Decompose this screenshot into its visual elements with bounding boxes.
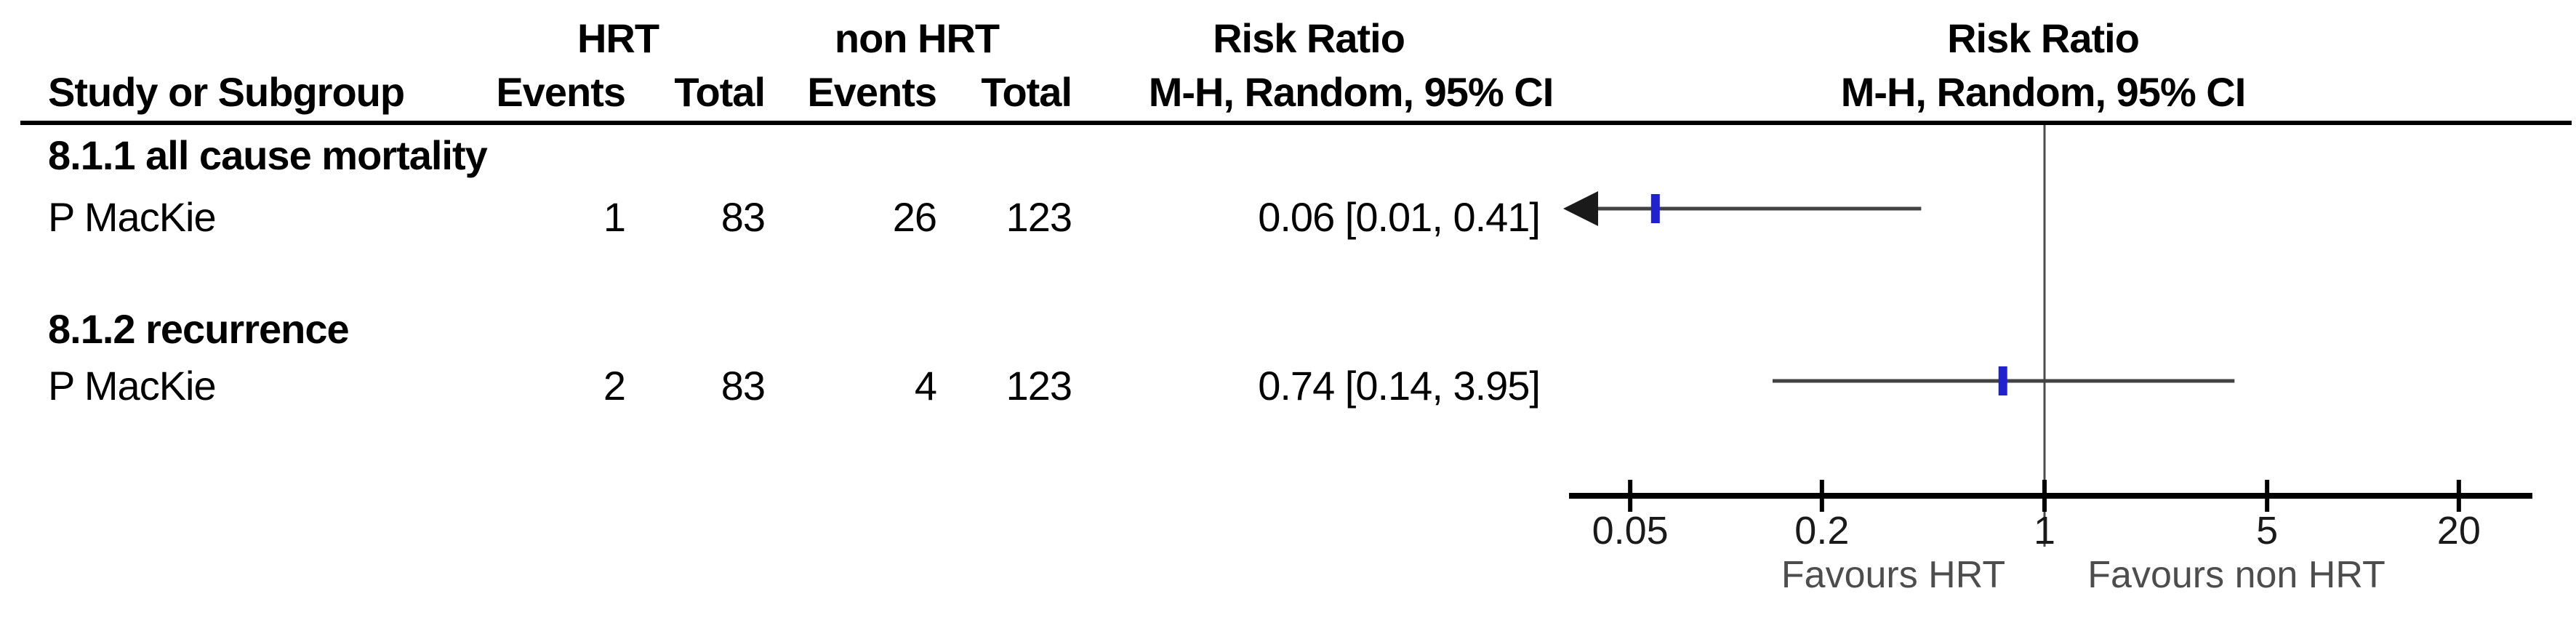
col-header-group1-total: Total (674, 69, 766, 115)
axis-tick-label: 5 (2256, 509, 2278, 552)
study-name: P MacKie (48, 363, 217, 409)
plot-header-effect-title: Risk Ratio (1947, 15, 2140, 61)
subgroup-label: 8.1.2 recurrence (48, 306, 350, 352)
plot-header-effect-method: M-H, Random, 95% CI (1840, 69, 2247, 115)
point-estimate-marker (1998, 366, 2007, 395)
axis-tick-label: 1 (2034, 509, 2055, 552)
col-header-group2-events: Events (807, 69, 937, 115)
header-rule (20, 121, 2572, 125)
axis-tick-label: 0.05 (1592, 509, 1669, 552)
col-header-group2: non HRT (834, 15, 1000, 61)
hrt-events-value: 1 (603, 194, 626, 240)
effect-estimate-text: 0.74 [0.14, 3.95] (1258, 363, 1541, 409)
favours-left-label: Favours HRT (1781, 554, 2005, 596)
hrt-events-value: 2 (603, 363, 626, 409)
col-header-effect-title: Risk Ratio (1213, 15, 1405, 61)
subgroup-label: 8.1.1 all cause mortality (48, 132, 488, 178)
hrt-total-value: 83 (721, 194, 766, 240)
col-header-effect-method: M-H, Random, 95% CI (1148, 69, 1554, 115)
nonhrt-total-value: 123 (1006, 194, 1072, 240)
hrt-total-value: 83 (721, 363, 766, 409)
axis-tick-label: 20 (2437, 509, 2481, 552)
nonhrt-total-value: 123 (1006, 363, 1072, 409)
col-header-group2-total: Total (981, 69, 1072, 115)
nonhrt-events-value: 4 (914, 363, 937, 409)
axis-tick-label: 0.2 (1794, 509, 1849, 552)
point-estimate-marker (1650, 194, 1660, 223)
col-header-group1-events: Events (496, 69, 626, 115)
nonhrt-events-value: 26 (892, 194, 937, 240)
favours-right-label: Favours non HRT (2087, 554, 2385, 596)
col-header-study: Study or Subgroup (48, 69, 405, 115)
ci-truncated-left-arrow-icon (1563, 191, 1598, 226)
effect-estimate-text: 0.06 [0.01, 0.41] (1258, 194, 1541, 240)
col-header-group1: HRT (577, 15, 659, 61)
study-name: P MacKie (48, 194, 217, 240)
